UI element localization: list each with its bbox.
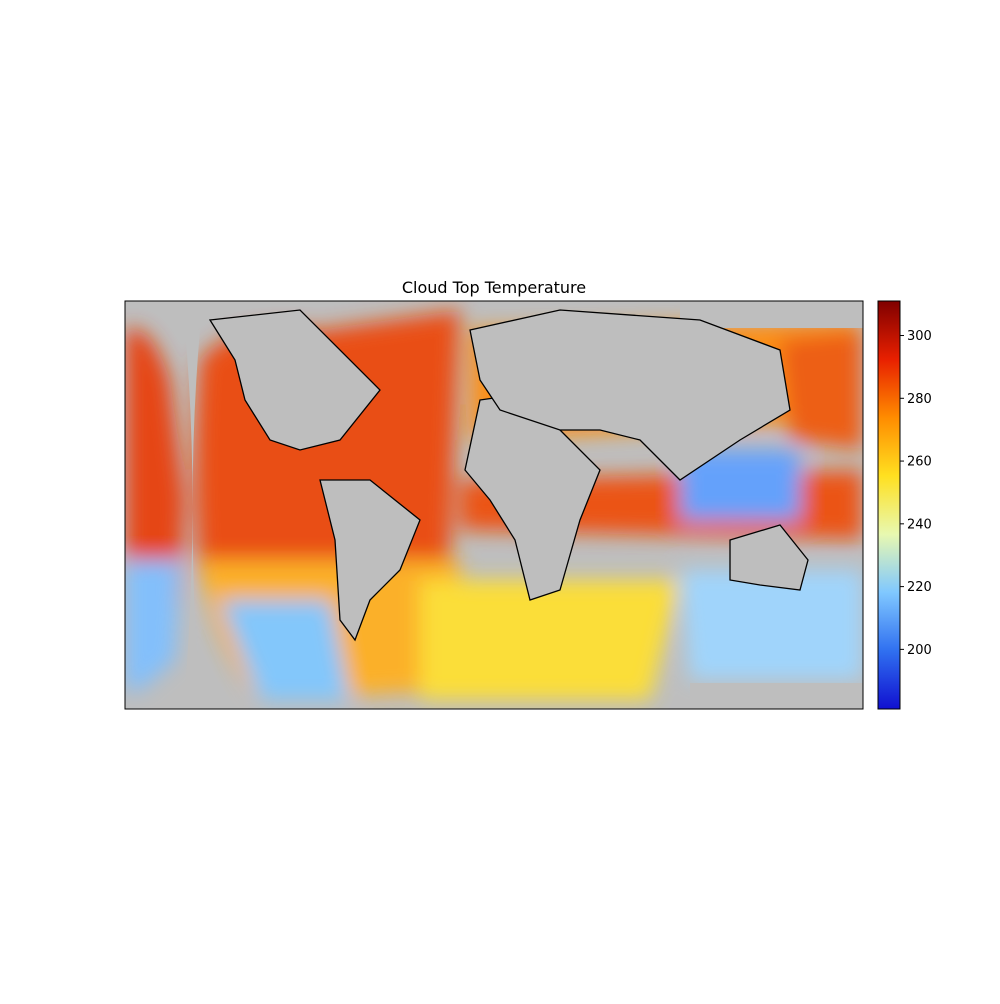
map-frame	[124, 300, 864, 710]
colorbar-scale	[877, 300, 901, 710]
colorbar-tick-label: 200	[907, 643, 932, 658]
colorbar-tick-label: 220	[907, 580, 932, 595]
colorbar-tick-label: 280	[907, 392, 932, 407]
colorbar-tick-label: 240	[907, 517, 932, 532]
chart-title: Cloud Top Temperature	[402, 278, 586, 297]
map-image	[125, 301, 863, 709]
colorbar-tick-label: 260	[907, 455, 932, 470]
colorbar-tick-label: 300	[907, 329, 932, 344]
colorbar: 200 220 240 260 280 300	[877, 300, 932, 710]
